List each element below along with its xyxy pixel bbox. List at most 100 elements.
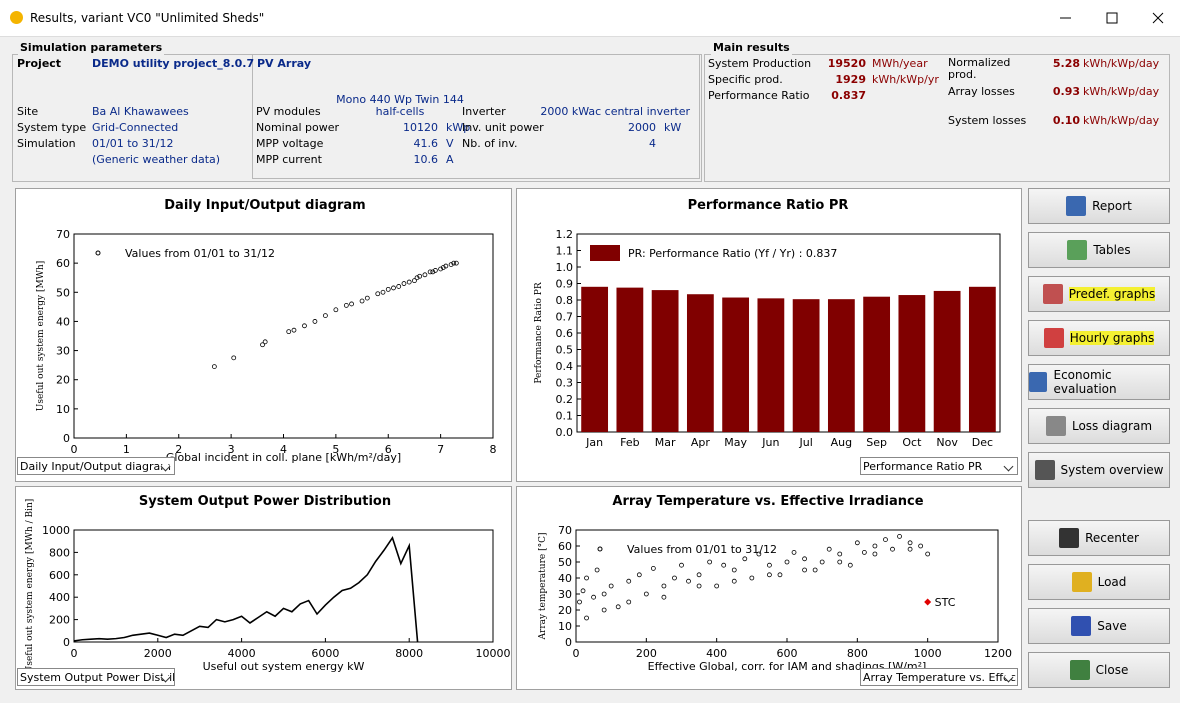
point (650, 566, 656, 571)
button-label: Loss diagram (1071, 419, 1153, 433)
x-tick-label: 8000 (395, 647, 423, 660)
value: Ba Al Khawawees (92, 105, 189, 118)
bar (581, 286, 609, 432)
point (714, 583, 720, 589)
title-bar: Results, variant VC0 "Unlimited Sheds" (0, 0, 1180, 37)
point (837, 559, 843, 565)
window-title: Results, variant VC0 "Unlimited Sheds" (30, 11, 265, 25)
value: 0.93 (1052, 85, 1080, 98)
button[interactable]: Load (1028, 564, 1170, 600)
point (312, 319, 318, 324)
point (890, 546, 895, 552)
button-label: Load (1097, 575, 1127, 589)
y-axis-label: Useful out system energy [MWh / Bin] (25, 499, 35, 674)
button-label: Close (1095, 663, 1129, 677)
results-box (704, 54, 1170, 182)
button[interactable]: Report (1028, 188, 1170, 224)
point (784, 559, 790, 565)
point (872, 543, 878, 549)
y-axis-label: Array temperature [°C] (538, 533, 548, 641)
button[interactable]: Hourly graphs (1028, 320, 1170, 356)
button[interactable]: Tables (1028, 232, 1170, 268)
bar (933, 290, 961, 432)
point (438, 266, 444, 272)
point (322, 313, 328, 319)
y-tick-label: 0.9 (556, 278, 574, 291)
plot-frame (73, 529, 494, 643)
point (672, 575, 677, 581)
point (731, 567, 737, 573)
button[interactable]: Loss diagram (1028, 408, 1170, 444)
bar (722, 297, 750, 432)
point (696, 572, 702, 578)
dropdown[interactable]: System Output Power Distrib (17, 668, 175, 686)
point (767, 562, 772, 568)
legend-marker (95, 250, 101, 256)
x-tick-label: 6000 (311, 647, 339, 660)
x-tick-label: Aug (831, 436, 852, 449)
button-icon (1042, 284, 1063, 304)
button[interactable]: Economic evaluation (1028, 364, 1170, 400)
x-tick-label: 400 (706, 647, 727, 660)
x-tick-label: Jun (761, 436, 779, 449)
x-tick-label: 8 (490, 443, 497, 456)
dropdown[interactable]: Performance Ratio PR (860, 457, 1018, 475)
bar (651, 290, 679, 432)
point (391, 285, 396, 291)
point (333, 307, 339, 313)
y-tick-label: 1.2 (556, 228, 574, 241)
y-tick-label: 70 (56, 228, 70, 241)
y-tick-label: 0.6 (556, 327, 574, 340)
y-tick-label: 10 (558, 620, 572, 633)
label: Array losses (948, 85, 1015, 98)
point (636, 572, 642, 578)
point (343, 302, 349, 308)
button[interactable]: Predef. graphs (1028, 276, 1170, 312)
y-tick-label: 50 (558, 556, 572, 569)
x-tick-label: 2 (175, 443, 182, 456)
point (802, 556, 807, 562)
window-controls[interactable] (1050, 0, 1180, 36)
dropdown[interactable]: Array Temperature vs. Effec (860, 668, 1018, 686)
y-tick-label: 0.5 (556, 344, 574, 357)
bar (968, 286, 996, 432)
y-tick-label: 0.7 (556, 311, 574, 324)
point (451, 260, 457, 266)
point (791, 550, 797, 555)
bar (616, 287, 644, 432)
x-tick-label: Jan (585, 436, 603, 449)
point (679, 562, 684, 568)
point (385, 286, 391, 292)
point (826, 546, 832, 552)
point (819, 559, 825, 565)
unit: kWh/kWp/day (1083, 85, 1160, 98)
button-icon (1071, 616, 1092, 636)
button[interactable]: Save (1028, 608, 1170, 644)
x-tick-label: Mar (655, 436, 676, 449)
y-tick-label: 40 (558, 572, 572, 585)
point (897, 534, 902, 539)
point (231, 355, 237, 361)
x-tick-label: 0 (573, 647, 580, 660)
point (601, 607, 607, 613)
label: MPP current (256, 153, 322, 166)
point (396, 284, 402, 289)
y-tick-label: 60 (558, 540, 572, 553)
dropdown[interactable]: Daily Input/Output diagram (17, 457, 175, 475)
x-tick-label: Feb (620, 436, 639, 449)
point (686, 578, 691, 584)
y-tick-label: 60 (56, 257, 70, 270)
point (742, 556, 748, 562)
x-tick-label: 1000 (914, 647, 942, 660)
point (375, 291, 381, 297)
point (584, 615, 589, 621)
button-icon (1029, 372, 1048, 392)
button[interactable]: System overview (1028, 452, 1170, 488)
button-label: Tables (1093, 243, 1131, 257)
button[interactable]: Recenter (1028, 520, 1170, 556)
point (918, 543, 924, 549)
point (401, 281, 407, 286)
point (854, 540, 860, 546)
point (580, 588, 586, 594)
button[interactable]: Close (1028, 652, 1170, 688)
